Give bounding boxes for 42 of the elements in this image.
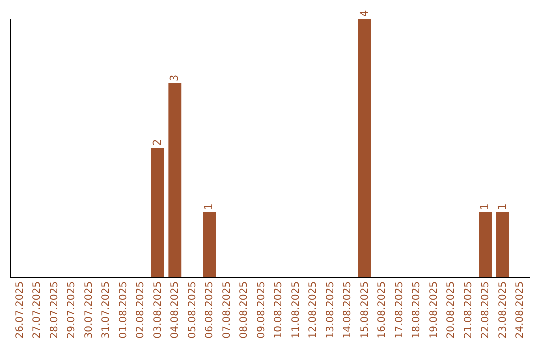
- x-tick-label: 24.08.2025: [515, 282, 526, 339]
- x-tick-label: 20.08.2025: [446, 282, 458, 339]
- x-tick-label: 06.08.2025: [204, 282, 216, 339]
- x-tick-label: 26.07.2025: [14, 282, 26, 339]
- x-tick-label: 29.07.2025: [66, 282, 78, 339]
- x-tick-label: 22.08.2025: [480, 282, 492, 339]
- data-label: 4: [358, 10, 371, 17]
- data-label: 1: [202, 204, 216, 210]
- x-tick-label: 30.07.2025: [84, 282, 95, 339]
- x-tick-label: 16.08.2025: [377, 282, 388, 339]
- bar: [151, 148, 164, 277]
- data-label: 3: [168, 74, 182, 82]
- x-tick-label: 21.08.2025: [463, 282, 474, 339]
- x-tick-label: 03.08.2025: [152, 282, 164, 339]
- x-tick-label: 13.08.2025: [325, 282, 336, 339]
- x-tick-label: 08.08.2025: [239, 282, 250, 339]
- x-tick-label: 19.08.2025: [428, 282, 440, 339]
- bar: [168, 84, 182, 277]
- x-tick-label: 12.08.2025: [308, 282, 320, 339]
- x-tick-label: 09.08.2025: [256, 282, 268, 339]
- x-tick-label: 17.08.2025: [394, 282, 406, 339]
- x-tick-label: 15.08.2025: [360, 282, 371, 339]
- x-tick-label: 14.08.2025: [342, 282, 354, 339]
- x-tick-label: 18.08.2025: [412, 282, 423, 339]
- data-label: 1: [478, 204, 492, 210]
- x-tick-label: 05.08.2025: [187, 282, 198, 339]
- x-tick-label: 10.08.2025: [274, 282, 285, 339]
- x-tick-label: 01.08.2025: [118, 282, 130, 339]
- x-tick-label: 27.07.2025: [32, 282, 44, 339]
- x-tick-label: 02.08.2025: [136, 282, 147, 339]
- data-label: 2: [150, 139, 164, 146]
- bar: [203, 212, 216, 277]
- x-tick-label: 31.07.2025: [101, 282, 112, 339]
- x-tick-label: 28.07.2025: [49, 282, 60, 339]
- bar: [358, 19, 372, 277]
- x-tick-label: 07.08.2025: [222, 282, 233, 339]
- x-tick-label: 04.08.2025: [170, 282, 182, 339]
- x-tick-label: 11.08.2025: [290, 282, 302, 339]
- data-label: 1: [496, 204, 509, 210]
- bar: [496, 212, 510, 277]
- x-tick-label: 23.08.2025: [498, 282, 509, 339]
- bar: [479, 212, 492, 277]
